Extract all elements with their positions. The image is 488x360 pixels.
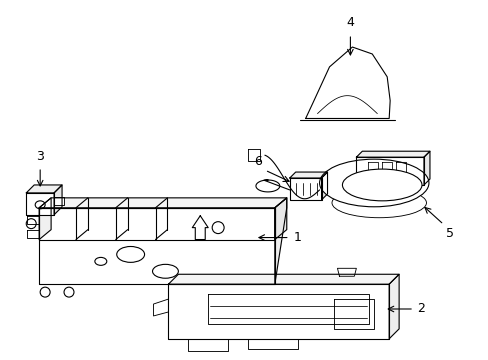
Polygon shape <box>208 294 368 324</box>
Polygon shape <box>395 162 405 180</box>
Polygon shape <box>26 193 54 215</box>
Polygon shape <box>321 172 327 200</box>
Text: 5: 5 <box>445 227 453 240</box>
Polygon shape <box>27 216 39 224</box>
Polygon shape <box>305 47 389 118</box>
Polygon shape <box>274 198 286 284</box>
Polygon shape <box>356 151 429 157</box>
Ellipse shape <box>342 169 421 201</box>
Polygon shape <box>39 208 274 239</box>
Polygon shape <box>54 185 62 215</box>
Text: 2: 2 <box>416 302 424 315</box>
Polygon shape <box>423 151 429 185</box>
Polygon shape <box>39 198 51 239</box>
Text: 4: 4 <box>346 16 354 29</box>
Polygon shape <box>27 230 39 238</box>
Polygon shape <box>26 185 62 193</box>
Polygon shape <box>39 208 274 284</box>
Polygon shape <box>334 299 373 329</box>
Polygon shape <box>168 274 398 284</box>
Polygon shape <box>153 299 168 316</box>
Polygon shape <box>188 339 227 351</box>
Polygon shape <box>337 268 356 276</box>
Polygon shape <box>168 284 388 339</box>
Polygon shape <box>39 198 286 208</box>
Text: 3: 3 <box>36 150 44 163</box>
Ellipse shape <box>319 159 428 207</box>
Polygon shape <box>382 162 391 180</box>
Polygon shape <box>388 274 398 339</box>
Polygon shape <box>192 216 208 239</box>
Polygon shape <box>247 339 297 349</box>
Text: 6: 6 <box>253 155 262 168</box>
Polygon shape <box>54 197 64 205</box>
Polygon shape <box>289 178 321 200</box>
Polygon shape <box>367 162 377 180</box>
Polygon shape <box>356 157 423 185</box>
Polygon shape <box>247 149 260 161</box>
Polygon shape <box>289 172 327 178</box>
Polygon shape <box>274 198 286 239</box>
Text: 1: 1 <box>293 231 301 244</box>
